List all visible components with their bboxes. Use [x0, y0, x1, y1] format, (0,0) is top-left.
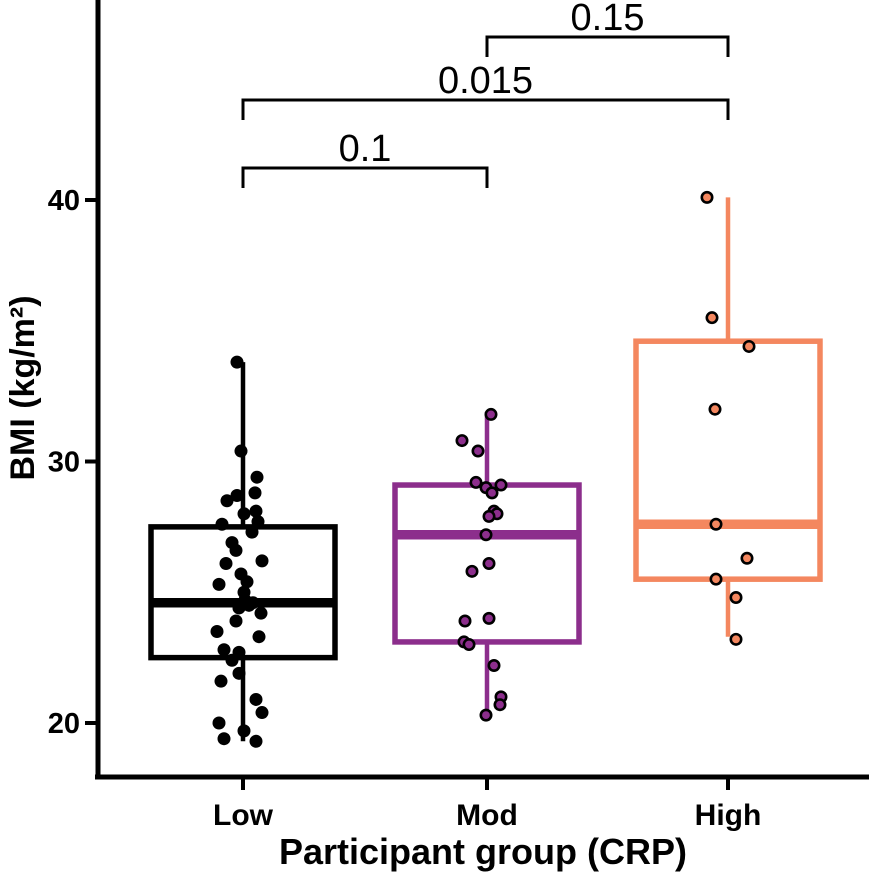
data-point [708, 402, 722, 416]
significance-bracket [241, 98, 730, 120]
data-point [229, 614, 243, 628]
y-tick-label: 40 [48, 185, 80, 217]
data-point [240, 575, 254, 589]
data-point [230, 355, 244, 369]
data-point [255, 554, 269, 568]
data-point [212, 577, 226, 591]
data-point [740, 551, 754, 565]
p-value-label: 0.1 [339, 128, 392, 170]
data-point [234, 444, 248, 458]
data-point [246, 596, 260, 610]
data-point [250, 470, 264, 484]
data-point [471, 444, 485, 458]
data-point [245, 525, 259, 539]
data-point [252, 630, 266, 644]
data-point [729, 590, 743, 604]
data-point [465, 564, 479, 578]
data-point [254, 606, 268, 620]
data-point [482, 556, 496, 570]
chart-generated-layer: 20 30 40 Low Mod High 0.1 0.015 0.15 [48, 0, 869, 832]
data-point [484, 407, 498, 421]
data-point [249, 504, 263, 518]
data-point [482, 611, 496, 625]
data-point [462, 638, 476, 652]
data-point [215, 517, 229, 531]
data-point [225, 653, 239, 667]
data-point [230, 488, 244, 502]
x-tick-label: High [695, 799, 762, 832]
y-tick-label: 30 [48, 447, 80, 479]
data-point [229, 543, 243, 557]
y-axis-title: BMI (kg/m²) [4, 295, 42, 480]
data-point [700, 190, 714, 204]
data-point [487, 658, 501, 672]
data-point [709, 572, 723, 586]
data-point [251, 515, 265, 529]
y-tick-label: 20 [48, 708, 80, 740]
data-point [237, 507, 251, 521]
data-point [232, 666, 246, 680]
data-point [249, 734, 263, 748]
data-point [237, 724, 251, 738]
data-point [255, 706, 269, 720]
data-point [458, 614, 472, 628]
x-axis-title: Participant group (CRP) [279, 831, 687, 872]
x-tick-label: Mod [456, 799, 518, 832]
data-point [493, 698, 507, 712]
data-point [220, 494, 234, 508]
data-point [485, 486, 499, 500]
data-point [479, 708, 493, 722]
box-high [633, 338, 823, 582]
significance-bracket [241, 166, 489, 188]
data-point [210, 624, 224, 638]
data-point [729, 632, 743, 646]
data-point [705, 311, 719, 325]
data-point [482, 509, 496, 523]
p-value-label: 0.15 [571, 0, 645, 39]
data-point [469, 475, 483, 489]
data-point [217, 643, 231, 657]
significance-bracket [485, 35, 730, 57]
data-point [212, 716, 226, 730]
data-point [217, 732, 231, 746]
x-tick-label: Low [213, 799, 274, 832]
data-point [214, 674, 228, 688]
data-point [219, 556, 233, 570]
data-point [248, 486, 262, 500]
data-point [479, 528, 493, 542]
data-point [249, 692, 263, 706]
data-point [709, 517, 723, 531]
data-point [742, 339, 756, 353]
data-point [455, 434, 469, 448]
p-value-label: 0.015 [438, 60, 533, 102]
data-point [494, 478, 508, 492]
